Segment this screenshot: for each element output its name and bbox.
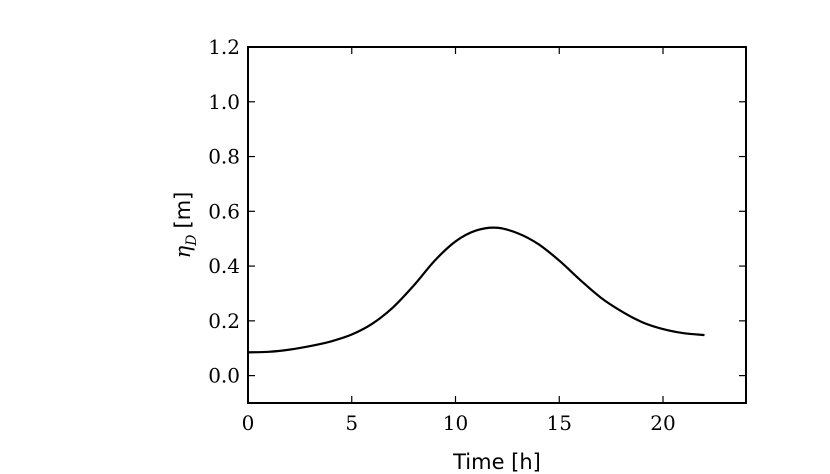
y-axis-symbol: η xyxy=(171,245,195,258)
tick-labels: 0 5 10 15 20 0.0 0.2 0.4 0.6 0.8 1.0 1.2 xyxy=(208,35,676,435)
x-tick-label: 10 xyxy=(443,411,468,435)
y-tick-label: 0.4 xyxy=(208,254,240,278)
x-tick-label: 5 xyxy=(345,411,358,435)
x-axis-label: Time [h] xyxy=(452,450,541,474)
y-tick-label: 0.2 xyxy=(208,309,240,333)
y-tick-label: 1.0 xyxy=(208,90,240,114)
y-tick-label: 0.0 xyxy=(208,364,240,388)
plot-frame xyxy=(247,46,747,404)
ticks xyxy=(247,46,746,403)
y-axis-unit: [m] xyxy=(171,192,195,229)
svg-text:ηD[m]: ηD [m] xyxy=(171,192,200,259)
y-tick-label: 0.6 xyxy=(208,199,240,223)
y-axis-subscript: D xyxy=(184,235,200,247)
x-tick-label: 20 xyxy=(650,411,675,435)
y-tick-label: 0.8 xyxy=(208,145,240,169)
y-axis-label: ηD [m] xyxy=(171,192,200,259)
x-tick-label: 15 xyxy=(547,411,572,435)
y-tick-label: 1.2 xyxy=(208,35,240,59)
x-tick-label: 0 xyxy=(242,411,255,435)
series-line xyxy=(247,226,705,354)
